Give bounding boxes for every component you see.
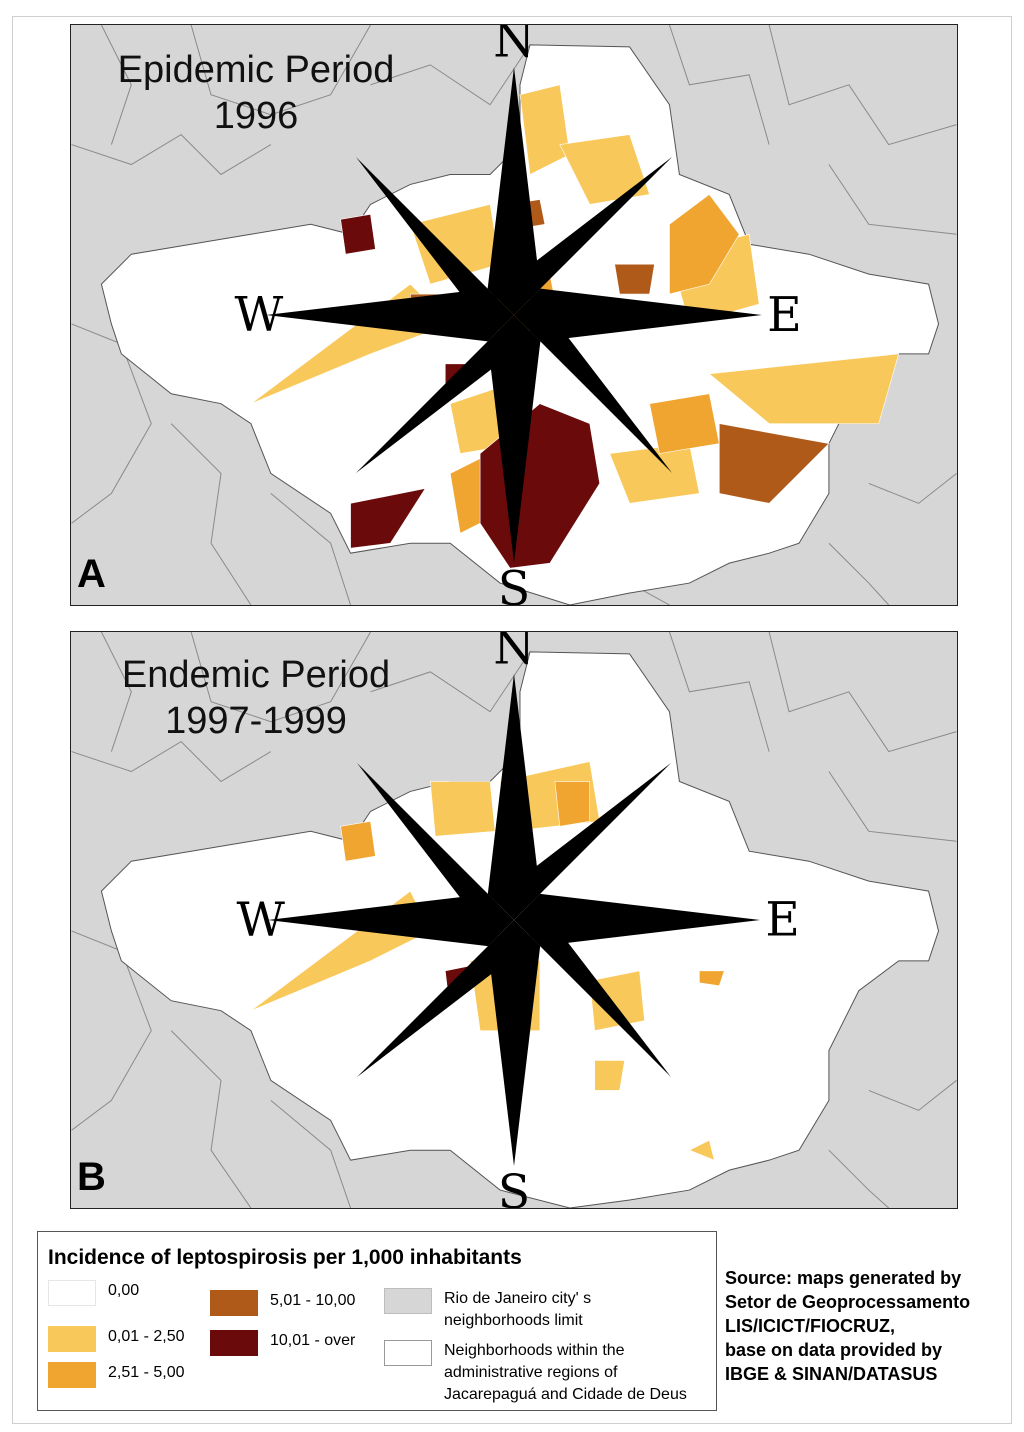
compass-s-label: S	[498, 562, 531, 605]
compass-e-label: E	[767, 288, 802, 343]
legend-swatch	[48, 1326, 96, 1352]
area-class-2	[340, 820, 376, 862]
area-class-4	[350, 487, 426, 549]
area-class-1	[559, 134, 650, 205]
legend-label: 0,01 - 2,50	[108, 1328, 185, 1345]
compass-e-label: E	[765, 893, 799, 948]
legend-item-class-4: 10,01 - over	[210, 1330, 355, 1356]
area-class-1	[429, 781, 496, 837]
legend-label: 5,01 - 10,00	[270, 1292, 356, 1309]
legend-swatch	[384, 1340, 432, 1366]
legend-label: Neighborhoods within the administrative …	[444, 1340, 687, 1406]
legend-item-class-0: 0,00	[48, 1280, 139, 1306]
source-line: IBGE & SINAN/DATASUS	[725, 1364, 938, 1384]
compass-n-label: N	[493, 632, 534, 675]
compass-w-label: W	[236, 893, 285, 948]
area-class-2	[669, 193, 740, 295]
legend-title: Incidence of leptospirosis per 1,000 inh…	[48, 1246, 522, 1269]
map-a-title-line2: 1996	[213, 95, 299, 137]
compass-n-label: N	[493, 25, 535, 69]
legend-label-line: Rio de Janeiro city' s	[444, 1290, 592, 1307]
map-a-title: Epidemic Period 1996	[71, 47, 441, 139]
source-line: Source: maps generated by	[725, 1268, 962, 1288]
legend-item-city-limit: Rio de Janeiro city' s neighborhoods lim…	[384, 1288, 591, 1332]
legend-item-class-2: 2,51 - 5,00	[48, 1362, 185, 1388]
area-class-3	[718, 423, 830, 504]
area-class-3	[614, 263, 655, 295]
legend-label: 2,51 - 5,00	[108, 1364, 185, 1381]
area-class-1	[589, 970, 645, 1031]
figure-frame	[12, 16, 1012, 1424]
area-class-4	[340, 214, 376, 255]
legend-swatch	[210, 1330, 258, 1356]
map-b-title: Endemic Period 1997-1999	[71, 652, 441, 744]
legend-label-line: neighborhoods limit	[444, 1312, 583, 1329]
legend-swatch	[384, 1288, 432, 1314]
compass-rose-icon: N S W E	[236, 632, 799, 1208]
legend-swatch	[210, 1290, 258, 1316]
legend-item-class-1: 0,01 - 2,50	[48, 1326, 185, 1352]
legend-label-line: administrative regions of	[444, 1364, 618, 1381]
area-class-1	[688, 1139, 715, 1161]
legend-swatch	[48, 1280, 96, 1306]
area-class-2	[554, 781, 591, 827]
legend-label: 10,01 - over	[270, 1332, 356, 1349]
legend-item-study-neighborhoods: Neighborhoods within the administrative …	[384, 1340, 687, 1406]
map-panel-endemic: Endemic Period 1997-1999 B N S W E	[70, 631, 958, 1209]
source-note: Source: maps generated by Setor de Geopr…	[725, 1266, 970, 1386]
legend-swatch	[48, 1362, 96, 1388]
map-b-title-line1: Endemic Period	[121, 654, 391, 696]
map-b-title-line2: 1997-1999	[165, 700, 347, 742]
source-line: base on data provided by	[725, 1340, 943, 1360]
legend-label: Rio de Janeiro city' s neighborhoods lim…	[444, 1288, 591, 1332]
panel-letter-a: A	[77, 552, 106, 596]
map-legend: Incidence of leptospirosis per 1,000 inh…	[37, 1231, 717, 1411]
area-class-1	[594, 1060, 625, 1091]
source-line: Setor de Geoprocessamento	[725, 1292, 971, 1312]
compass-w-label: W	[235, 288, 284, 343]
city-neighborhood-lines	[71, 632, 957, 1208]
legend-label: 0,00	[108, 1282, 140, 1299]
legend-label-line: Neighborhoods within the	[444, 1342, 625, 1359]
map-panel-epidemic: Epidemic Period 1996 A N S W E	[70, 24, 958, 606]
compass-s-label: S	[498, 1165, 530, 1208]
area-class-2	[699, 970, 725, 987]
legend-item-class-3: 5,01 - 10,00	[210, 1290, 355, 1316]
panel-letter-b: B	[77, 1155, 106, 1199]
area-class-1	[708, 353, 900, 424]
legend-label-line: Jacarepaguá and Cidade de Deus	[444, 1386, 687, 1403]
map-a-title-line1: Epidemic Period	[117, 49, 395, 91]
compass-rose-icon: N S W E	[235, 25, 802, 605]
source-line: LIS/ICICT/FIOCRUZ,	[725, 1316, 895, 1336]
